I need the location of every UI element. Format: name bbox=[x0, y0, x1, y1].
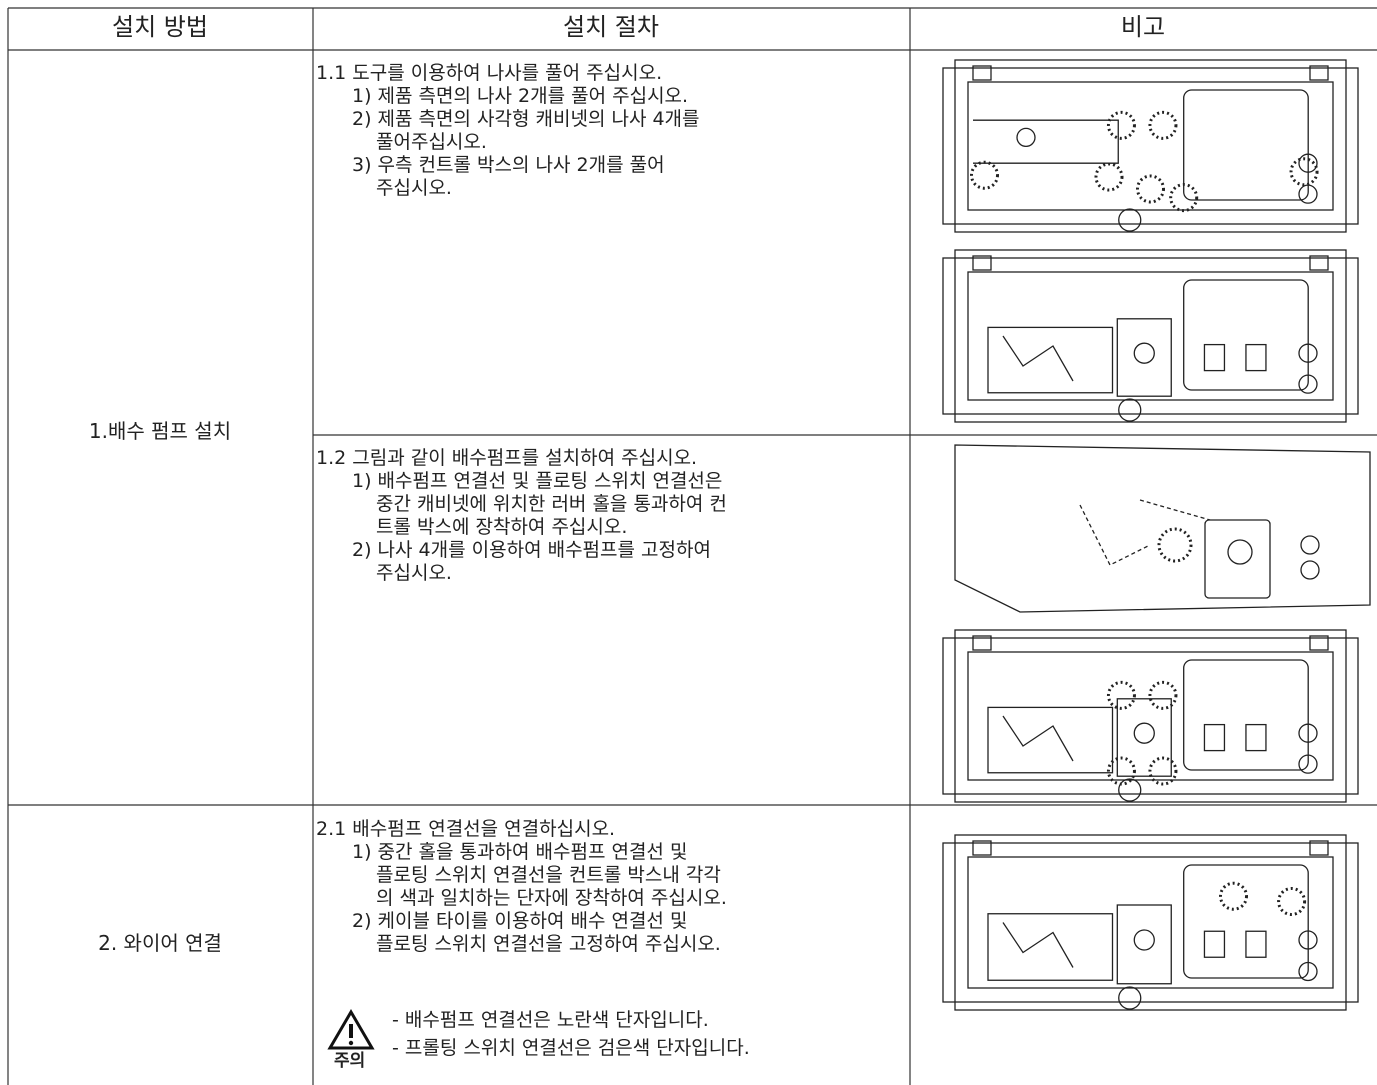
diagram bbox=[954, 444, 1371, 613]
step-item: 2) 케이블 타이를 이용하여 배수 연결선 및 bbox=[352, 910, 688, 932]
step-item: 풀어주십시오. bbox=[376, 131, 487, 153]
header-cell: 비고 bbox=[1120, 13, 1166, 41]
method-label: 1.배수 펌프 설치 bbox=[88, 419, 232, 443]
step-item: 1) 중간 홀을 통과하여 배수펌프 연결선 및 bbox=[352, 841, 688, 863]
header-cell: 설치 절차 bbox=[563, 13, 659, 41]
step-title: 1.1 도구를 이용하여 나사를 풀어 주십시오. bbox=[316, 62, 663, 84]
step-item: 2) 제품 측면의 사각형 캐비넷의 나사 4개를 bbox=[352, 108, 700, 130]
step-item: 1) 제품 측면의 나사 2개를 풀어 주십시오. bbox=[352, 85, 689, 107]
step-item: 주십시오. bbox=[376, 562, 452, 584]
step-item: 주십시오. bbox=[376, 177, 452, 199]
diagram bbox=[942, 834, 1359, 1011]
caution-label: 주의 bbox=[334, 1051, 366, 1071]
diagram bbox=[942, 59, 1359, 233]
step-item: 플로팅 스위치 연결선을 고정하여 주십시오. bbox=[376, 933, 721, 955]
step-item: 의 색과 일치하는 단자에 장착하여 주십시오. bbox=[376, 887, 727, 909]
step-item: 1) 배수펌프 연결선 및 플로팅 스위치 연결선은 bbox=[352, 470, 723, 492]
step-item: 중간 캐비넷에 위치한 러버 홀을 통과하여 컨 bbox=[376, 493, 727, 515]
step-title: 1.2 그림과 같이 배수펌프를 설치하여 주십시오. bbox=[316, 447, 698, 469]
step-item: 3) 우측 컨트롤 박스의 나사 2개를 풀어 bbox=[352, 154, 665, 176]
caution-icon bbox=[327, 1009, 375, 1050]
caution-line: - 배수펌프 연결선은 노란색 단자입니다. bbox=[392, 1009, 709, 1031]
diagram bbox=[942, 249, 1359, 423]
step-item: 트롤 박스에 장착하여 주십시오. bbox=[376, 516, 628, 538]
step-item: 2) 나사 4개를 이용하여 배수펌프를 고정하여 bbox=[352, 539, 711, 561]
header-cell: 설치 방법 bbox=[112, 13, 208, 41]
diagram bbox=[942, 629, 1359, 803]
method-label: 2. 와이어 연결 bbox=[98, 931, 222, 955]
step-title: 2.1 배수펌프 연결선을 연결하십시오. bbox=[316, 818, 616, 840]
step-item: 플로팅 스위치 연결선을 컨트롤 박스내 각각 bbox=[376, 864, 721, 886]
caution-line: - 프롤팅 스위치 연결선은 검은색 단자입니다. bbox=[392, 1037, 750, 1059]
